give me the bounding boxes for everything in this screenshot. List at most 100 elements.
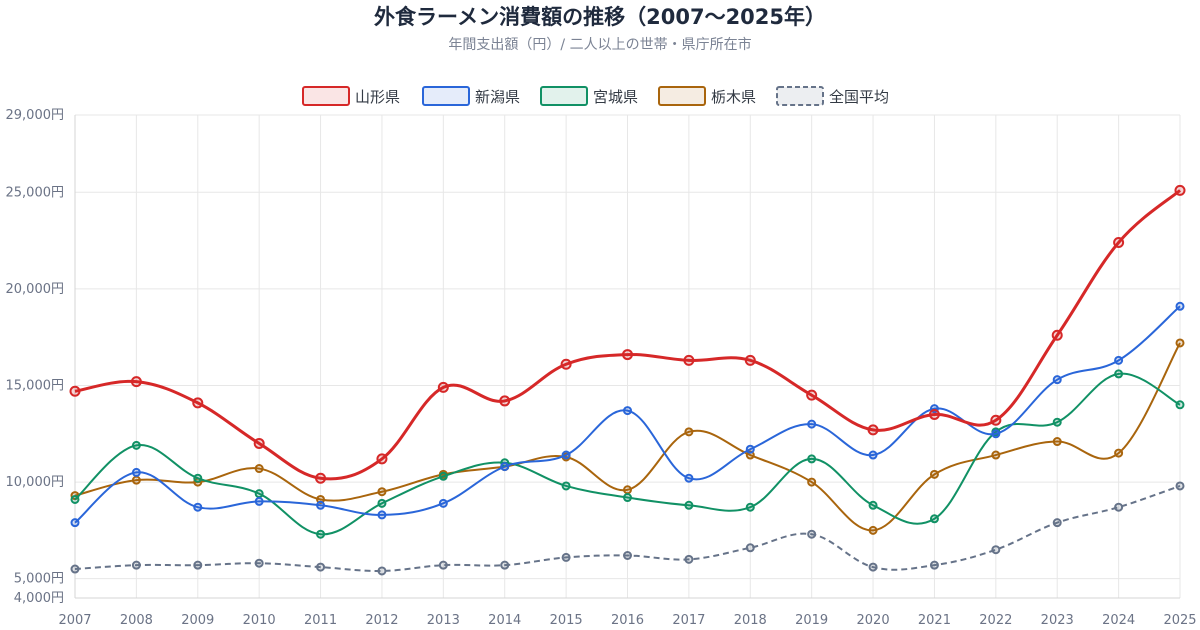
data-point[interactable] [868,562,878,572]
data-point[interactable] [500,560,510,570]
data-point[interactable] [377,487,387,497]
x-tick-label: 2021 [918,613,951,628]
data-point[interactable] [929,469,939,479]
data-point[interactable] [744,354,756,366]
data-point[interactable] [807,477,817,487]
x-tick-label: 2010 [243,613,276,628]
data-point[interactable] [69,385,81,397]
data-point[interactable] [254,558,264,568]
data-point[interactable] [1052,417,1062,427]
data-point[interactable] [806,389,818,401]
data-point[interactable] [1175,400,1185,410]
data-point[interactable] [438,498,448,508]
data-point[interactable] [623,485,632,495]
data-point[interactable] [193,560,203,570]
data-point[interactable] [316,500,326,510]
legend-item[interactable]: 山形県 [302,86,400,106]
data-point[interactable] [437,381,449,393]
x-tick-label: 2016 [611,613,644,628]
data-point[interactable] [253,437,265,449]
data-point[interactable] [316,529,326,539]
data-point[interactable] [254,496,264,506]
data-point[interactable] [623,406,632,416]
data-point[interactable] [193,502,203,512]
data-point[interactable] [683,354,695,366]
data-point[interactable] [1052,437,1062,447]
data-point[interactable] [131,560,141,570]
data-point[interactable] [1051,329,1063,341]
data-point[interactable] [990,414,1002,426]
data-point[interactable] [499,395,511,407]
data-point[interactable] [500,462,510,472]
data-point[interactable] [868,450,878,460]
data-point[interactable] [377,510,387,520]
data-point[interactable] [561,552,571,562]
data-point[interactable] [1052,518,1062,528]
data-point[interactable] [928,408,940,420]
data-point[interactable] [131,440,141,450]
data-point[interactable] [561,481,571,491]
data-point[interactable] [193,473,203,483]
data-point[interactable] [1114,502,1124,512]
data-point[interactable] [316,562,326,572]
data-point[interactable] [70,494,80,504]
data-point[interactable] [623,493,632,503]
data-point[interactable] [1114,448,1124,458]
legend-swatch [776,86,824,106]
data-point[interactable] [622,349,633,361]
data-point[interactable] [561,450,571,460]
y-tick-label: 20,000円 [6,282,65,297]
data-point[interactable] [684,554,694,564]
data-point[interactable] [254,489,264,499]
data-point[interactable] [377,498,387,508]
data-point[interactable] [684,427,694,437]
data-point[interactable] [929,514,939,524]
data-point[interactable] [807,529,817,539]
data-point[interactable] [991,545,1001,555]
data-point[interactable] [745,502,755,512]
legend-swatch [540,86,588,106]
data-point[interactable] [131,467,141,477]
data-point[interactable] [315,472,327,484]
data-point[interactable] [1114,355,1124,365]
data-point[interactable] [376,453,388,465]
y-tick-label: 15,000円 [6,378,65,393]
data-point[interactable] [929,560,939,570]
data-point[interactable] [192,397,204,409]
data-point[interactable] [745,543,755,553]
y-tick-label: 10,000円 [6,475,65,490]
legend-item[interactable]: 栃木県 [658,86,756,106]
data-point[interactable] [130,376,142,388]
data-point[interactable] [1174,184,1186,196]
data-point[interactable] [868,525,878,535]
data-point[interactable] [438,560,448,570]
data-point[interactable] [131,475,141,485]
data-point[interactable] [807,419,817,429]
data-point[interactable] [1175,301,1185,311]
data-point[interactable] [807,454,817,464]
data-point[interactable] [623,550,632,560]
data-point[interactable] [1052,375,1062,385]
legend-item[interactable]: 宮城県 [540,86,638,106]
data-point[interactable] [254,464,264,474]
data-point[interactable] [745,444,755,454]
data-point[interactable] [991,450,1001,460]
data-point[interactable] [70,564,80,574]
data-point[interactable] [684,473,694,483]
data-point[interactable] [438,471,448,481]
data-point[interactable] [560,358,572,370]
data-point[interactable] [868,500,878,510]
data-point[interactable] [991,429,1001,439]
legend-item[interactable]: 新潟県 [422,86,520,106]
data-point[interactable] [867,424,879,436]
data-point[interactable] [1175,338,1185,348]
data-point[interactable] [1175,481,1185,491]
data-point[interactable] [684,500,694,510]
legend-label: 栃木県 [711,88,756,106]
data-point[interactable] [1113,237,1125,249]
data-point[interactable] [70,518,80,528]
data-point[interactable] [1114,369,1124,379]
legend-item[interactable]: 全国平均 [776,86,889,106]
data-point[interactable] [377,566,387,576]
x-tick-label: 2024 [1102,613,1135,628]
